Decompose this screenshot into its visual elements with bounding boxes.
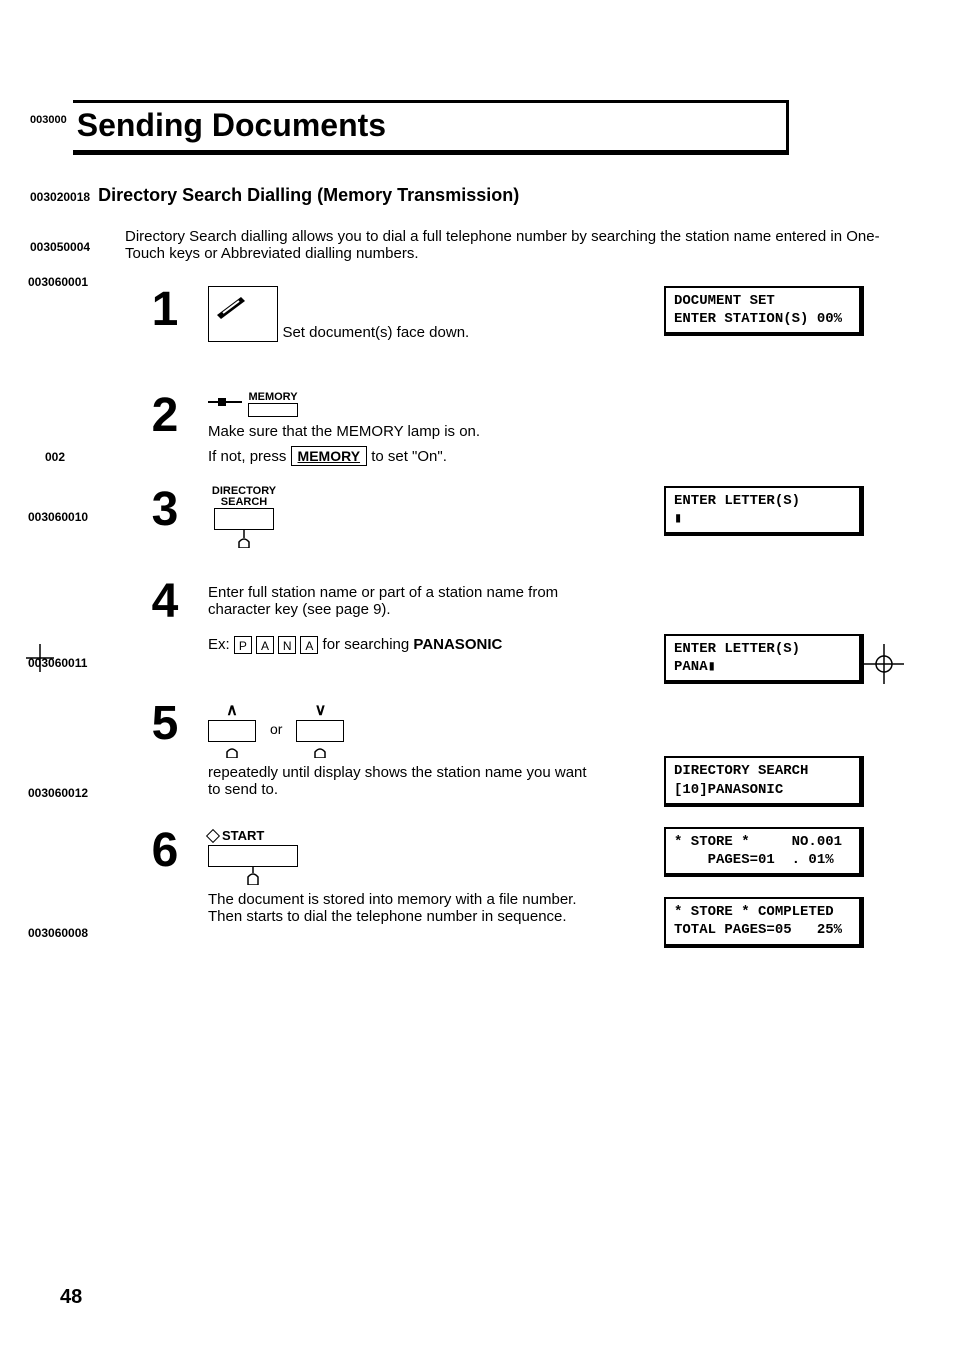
step-2: 2 MEMORY Make sure that the MEMORY lamp … <box>30 392 924 466</box>
title-code: 003000 <box>30 114 67 126</box>
text-segment: If not, press <box>208 448 291 465</box>
lcd-display: DIRECTORY SEARCH [10]PANASONIC <box>664 756 864 806</box>
step-5: 5 ∧ or ∨ repeatedly until display shows … <box>30 700 924 806</box>
subtitle-row: 003020018 Directory Search Dialling (Mem… <box>30 185 924 206</box>
ref-code: 003060008 <box>28 926 118 940</box>
press-finger-icon <box>242 867 264 885</box>
step-content: ∧ or ∨ repeatedly until display shows th… <box>208 700 588 798</box>
step-text: Set document(s) face down. <box>282 324 469 341</box>
step-text: Make sure that the MEMORY lamp is on. <box>208 423 588 440</box>
step-1: 1 Set document(s) face down. DOCUMENT SE… <box>30 286 924 342</box>
intro-code: 003050004 <box>30 228 125 254</box>
lcd-col: ENTER LETTER(S) PANA▮ <box>664 578 864 684</box>
intro-row: 003050004 Directory Search dialling allo… <box>30 228 924 262</box>
ref-code: 003060010 <box>28 510 118 524</box>
step-text: Enter full station name or part of a sta… <box>208 584 588 618</box>
step-text-2: If not, press MEMORY to set "On". <box>208 446 588 466</box>
letter-key: N <box>278 636 296 654</box>
letter-key: A <box>300 636 318 654</box>
lcd-display: DOCUMENT SET ENTER STATION(S) 00% <box>664 286 864 336</box>
key-label: DIRECTORY SEARCH <box>212 486 276 508</box>
lcd-display: ENTER LETTER(S) PANA▮ <box>664 634 864 684</box>
press-finger-icon <box>309 742 331 758</box>
lcd-col: DOCUMENT SET ENTER STATION(S) 00% <box>664 286 864 336</box>
ref-code: 003060001 <box>28 275 118 289</box>
memory-button: MEMORY <box>291 446 367 466</box>
step-content: Enter full station name or part of a sta… <box>208 578 588 654</box>
lcd-display: * STORE * COMPLETED TOTAL PAGES=05 25% <box>664 897 864 947</box>
or-text: or <box>270 721 282 737</box>
memory-lamp: MEMORY <box>248 392 298 417</box>
step-number: 1 <box>140 286 190 334</box>
up-arrow-icon: ∧ <box>226 700 238 720</box>
step-number: 3 <box>140 486 190 534</box>
lamp-label: MEMORY <box>248 392 297 403</box>
ref-code: 003060012 <box>28 786 118 800</box>
lamp-switch-icon <box>208 394 242 415</box>
start-label-row: START <box>208 827 264 845</box>
start-label: START <box>222 828 264 843</box>
step-content: START The document is stored into memory… <box>208 827 588 925</box>
letter-key: P <box>234 636 252 654</box>
step-3: 3 DIRECTORY SEARCH ENTER LETTER(S) ▮ <box>30 486 924 548</box>
crop-mark-icon <box>26 644 54 677</box>
step-4: 4 Enter full station name or part of a s… <box>30 578 924 684</box>
document-tray-icon <box>208 286 278 342</box>
press-finger-icon <box>221 742 243 758</box>
press-finger-icon <box>233 530 255 548</box>
ref-code: 002 <box>45 450 135 464</box>
section-heading: Directory Search Dialling (Memory Transm… <box>98 185 519 206</box>
page-number: 48 <box>60 1286 82 1309</box>
ex-prefix: Ex: <box>208 636 234 653</box>
step-content: MEMORY Make sure that the MEMORY lamp is… <box>208 392 588 466</box>
ex-suffix: for searching <box>323 636 414 653</box>
intro-text: Directory Search dialling allows you to … <box>125 228 915 262</box>
example-line: Ex: P A N A for searching PANASONIC <box>208 636 588 654</box>
ex-bold: PANASONIC <box>413 636 502 653</box>
subtitle-code: 003020018 <box>30 190 90 204</box>
lcd-col: ENTER LETTER(S) ▮ <box>664 486 864 536</box>
step-number: 5 <box>140 700 190 748</box>
step-number: 6 <box>140 827 190 875</box>
step-text: repeatedly until display shows the stati… <box>208 764 588 798</box>
lcd-col: * STORE * NO.001 PAGES=01 . 01% * STORE … <box>664 827 864 948</box>
step-number: 4 <box>140 578 190 626</box>
lcd-display: * STORE * NO.001 PAGES=01 . 01% <box>664 827 864 877</box>
step-content: DIRECTORY SEARCH <box>208 486 588 548</box>
step-6: 6 START The document is stored into memo… <box>30 827 924 948</box>
lcd-col: DIRECTORY SEARCH [10]PANASONIC <box>664 700 864 806</box>
diamond-icon <box>206 828 220 842</box>
letter-key: A <box>256 636 274 654</box>
step-content: Set document(s) face down. <box>208 286 588 342</box>
text-segment: to set "On". <box>371 448 447 465</box>
step-number: 2 <box>140 392 190 440</box>
page-title: Sending Documents <box>73 100 789 155</box>
step-text: The document is stored into memory with … <box>208 891 588 925</box>
lcd-display: ENTER LETTER(S) ▮ <box>664 486 864 536</box>
down-arrow-icon: ∨ <box>315 700 327 720</box>
crop-mark-icon <box>864 644 904 689</box>
title-row: 003000 Sending Documents <box>30 100 924 155</box>
